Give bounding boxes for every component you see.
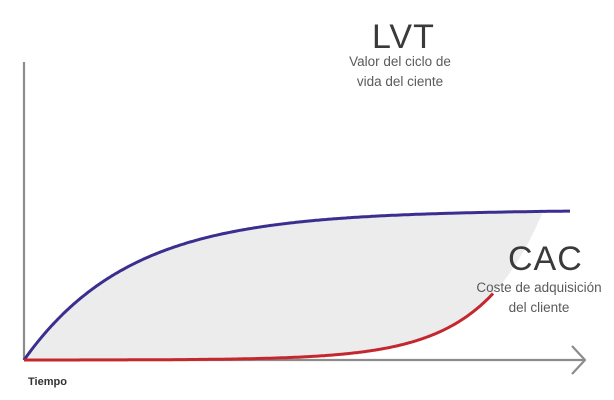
lvt-subtitle-line-1: Valor del ciclo de	[349, 54, 451, 69]
lvt-subtitle-line-2: vida del ciente	[356, 74, 444, 89]
cac-subtitle-line-2: del cliente	[508, 300, 570, 315]
lvt-curve	[24, 292, 495, 362]
shaded-gap-region	[24, 211, 543, 360]
lvt-subtitle: Valor del ciclo de vida del ciente	[338, 52, 462, 92]
cac-subtitle: Coste de adquisición del cliente	[468, 278, 610, 318]
cac-curve	[22, 209, 570, 361]
cac-title: CAC	[508, 240, 583, 278]
x-axis-label: Tiempo	[28, 376, 67, 388]
x-axis-arrowhead	[571, 345, 587, 375]
lvt-title: LVT	[372, 18, 435, 56]
cac-subtitle-line-1: Coste de adquisición	[476, 280, 602, 295]
